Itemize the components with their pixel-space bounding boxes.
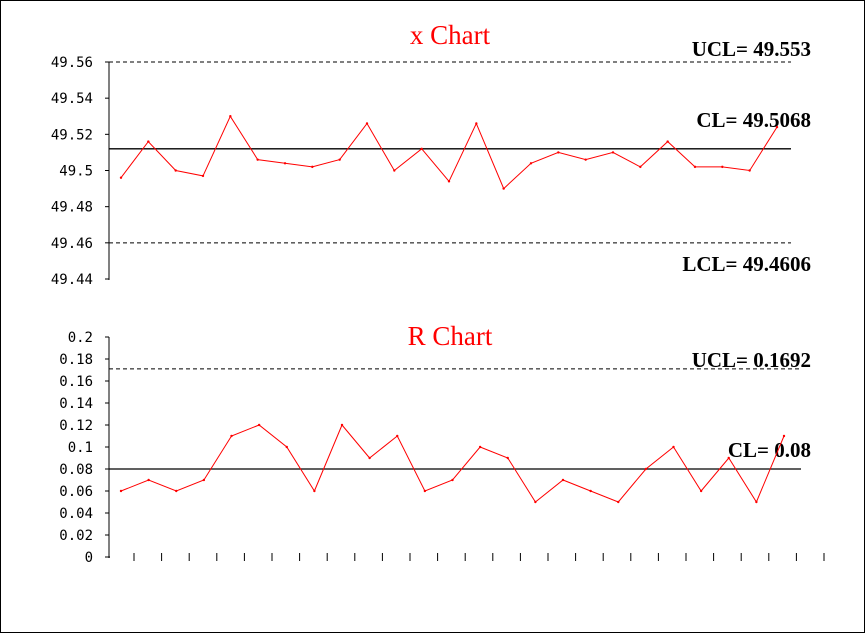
y-tick-label: 0.2 [68,330,93,346]
data-point [313,490,315,492]
data-point [256,158,258,160]
y-tick-label: 49.5 [59,164,93,180]
y-tick-label: 0.14 [59,396,93,412]
data-point [748,169,750,171]
data-point [286,446,288,448]
data-point [530,162,532,164]
data-point [175,490,177,492]
data-point [448,180,450,182]
y-tick-label: 0.1 [68,440,93,456]
data-point [479,446,481,448]
data-point [562,479,564,481]
data-point [645,468,647,470]
ucl-label: UCL= 49.553 [692,37,811,61]
data-point [147,140,149,142]
lcl-label: LCL= 49.4606 [682,252,811,276]
data-point [721,166,723,168]
chart-title: x Chart [410,20,491,50]
data-point [639,166,641,168]
data-point [728,457,730,459]
series-line-1 [121,425,784,502]
data-point [229,115,231,117]
data-point [203,479,205,481]
y-tick-label: 0.02 [59,528,93,544]
data-point [368,457,370,459]
data-point [694,166,696,168]
data-point [311,166,313,168]
y-tick-label: 49.56 [51,55,93,71]
data-point [475,122,477,124]
data-point [202,175,204,177]
y-tick-label: 0.18 [59,352,93,368]
data-point [672,446,674,448]
y-tick-label: 0 [85,550,93,566]
y-tick-label: 0.06 [59,484,93,500]
data-point [338,158,340,160]
data-point [502,187,504,189]
data-point [612,151,614,153]
data-point [589,490,591,492]
data-point [507,457,509,459]
data-point [366,122,368,124]
data-point [617,501,619,503]
data-point [420,148,422,150]
data-point [700,490,702,492]
cl-label: CL= 49.5068 [696,108,811,132]
y-tick-label: 49.44 [51,272,93,288]
data-point [230,435,232,437]
data-point [557,151,559,153]
data-point [534,501,536,503]
chart-title: R Chart [408,321,493,351]
data-point [396,435,398,437]
y-tick-label: 0.04 [59,506,93,522]
y-tick-label: 49.48 [51,200,93,216]
data-point [783,435,785,437]
y-tick-label: 49.46 [51,236,93,252]
data-point [451,479,453,481]
cl-label: CL= 0.08 [728,438,811,462]
data-point [755,501,757,503]
data-point [258,424,260,426]
y-tick-label: 49.52 [51,127,93,143]
data-point [666,140,668,142]
ucl-label: UCL= 0.1692 [692,348,811,372]
y-tick-label: 0.08 [59,462,93,478]
data-point [147,479,149,481]
series-line-0 [121,116,777,188]
y-tick-label: 0.16 [59,374,93,390]
data-point [120,490,122,492]
data-point [584,158,586,160]
data-point [393,169,395,171]
y-tick-label: 49.54 [51,91,93,107]
data-point [174,169,176,171]
data-point [120,177,122,179]
data-point [341,424,343,426]
data-point [424,490,426,492]
y-tick-label: 0.12 [59,418,93,434]
data-point [776,126,778,128]
data-point [284,162,286,164]
